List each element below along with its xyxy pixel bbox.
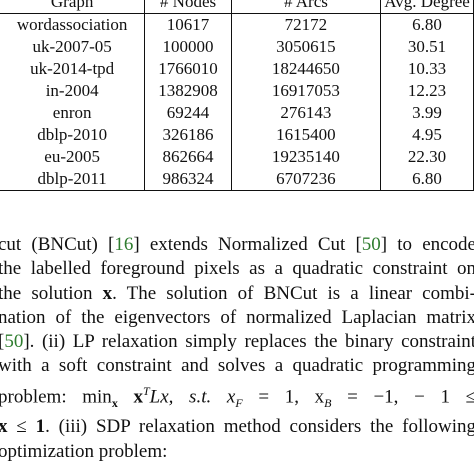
cell-avg-degree: 30.51 xyxy=(380,36,474,58)
table-row: wordassociation 10617 72172 6.80 xyxy=(0,13,474,36)
cell-nodes: 862664 xyxy=(144,146,232,168)
cell-nodes: 326186 xyxy=(144,124,232,146)
text-fragment: cut (BNCut) [ xyxy=(0,234,115,255)
math-symbol: x xyxy=(117,386,143,408)
cell-avg-degree: 4.95 xyxy=(380,124,474,146)
text-fragment: [ xyxy=(0,331,4,352)
cell-graph: uk-2007-05 xyxy=(32,37,112,56)
math-symbol: x xyxy=(102,282,113,304)
cell-arcs: 72172 xyxy=(230,13,381,36)
paragraph-line-1: cut (BNCut) [16] extends Normalized Cut … xyxy=(0,233,474,257)
table-row: in-2004 1382908 16917053 12.23 xyxy=(0,80,474,102)
paragraph-line-2: the labelled foreground pixels as a quad… xyxy=(0,258,474,280)
cell-graph: dblp-2011 xyxy=(0,168,145,191)
math-expression: ≤ xyxy=(7,416,36,438)
cell-arcs: 19235140 xyxy=(230,146,381,168)
cell-arcs: 18244650 xyxy=(230,58,381,80)
cell-graph: enron xyxy=(52,103,92,122)
cell-avg-degree: 6.80 xyxy=(380,168,474,191)
cell-graph: uk-2014-tpd xyxy=(30,59,115,78)
math-subscript: B xyxy=(324,395,332,410)
cell-avg-degree: 6.80 xyxy=(380,13,474,36)
cell-graph: eu-2005 xyxy=(44,147,100,166)
math-subscript: x xyxy=(111,395,118,410)
cell-nodes: 1766010 xyxy=(144,58,232,80)
paragraph-line-7: problem: minx xTLx, s.t. xF = 1, xB = −1… xyxy=(0,379,474,415)
cell-graph: in-2004 xyxy=(45,81,99,100)
table-row: eu-2005 862664 19235140 22.30 xyxy=(0,146,474,168)
citation-link[interactable]: 50 xyxy=(361,234,381,255)
math-subscript: F xyxy=(235,395,243,410)
cell-arcs: 6707236 xyxy=(230,168,381,191)
citation-link[interactable]: 16 xyxy=(114,234,134,255)
math-symbol: x xyxy=(0,416,8,438)
cell-arcs: 276143 xyxy=(230,102,381,124)
table-row: enron 69244 276143 3.99 xyxy=(0,102,474,124)
paragraph-line-6: with a soft constraint and solves a quad… xyxy=(0,355,474,377)
text-fragment: . The solution of BNCut is a linear comb… xyxy=(112,282,474,304)
text-fragment: ] to encode xyxy=(380,234,474,255)
table-row: dblp-2010 326186 1615400 4.95 xyxy=(0,124,474,146)
header-graph: Graph xyxy=(0,0,145,14)
header-nodes: # Nodes xyxy=(144,0,232,14)
paragraph-line-5: [50]. (ii) LP relaxation simply replaces… xyxy=(0,330,474,354)
text-fragment: . (iii) SDP relaxation method considers … xyxy=(45,416,474,438)
header-avg-degree: Avg. Degree xyxy=(380,0,474,14)
graph-statistics-table-container: Graph # Nodes # Arcs Avg. Degree wordass… xyxy=(0,0,474,191)
text-fragment: ]. (ii) LP relaxation simply replaces th… xyxy=(23,331,474,353)
cell-nodes: 1382908 xyxy=(144,80,232,102)
text-fragment: the solution xyxy=(0,282,103,304)
paragraph-line-9: optimization problem: xyxy=(0,440,168,462)
cell-arcs: 16917053 xyxy=(230,80,381,102)
table-row: uk-2014-tpd 1766010 18244650 10.33 xyxy=(0,58,474,80)
cell-arcs: 3050615 xyxy=(230,36,381,58)
math-expression: = 1, x xyxy=(242,386,325,408)
cell-nodes: 10617 xyxy=(144,13,232,36)
cell-avg-degree: 10.33 xyxy=(380,58,474,80)
table-header-row: Graph # Nodes # Arcs Avg. Degree xyxy=(0,0,474,14)
math-expression: Lx, s.t. x xyxy=(149,386,236,408)
cell-avg-degree: 12.23 xyxy=(380,80,474,102)
cell-arcs: 1615400 xyxy=(230,124,381,146)
table-row: dblp-2011 986324 6707236 6.80 xyxy=(0,168,474,191)
cell-avg-degree: 22.30 xyxy=(380,146,474,168)
header-arcs: # Arcs xyxy=(230,0,381,14)
paragraph-line-8: x ≤ 1. (iii) SDP relaxation method consi… xyxy=(0,415,474,439)
text-fragment: problem: min xyxy=(0,386,112,408)
cell-avg-degree: 3.99 xyxy=(380,102,474,124)
cell-graph: dblp-2010 xyxy=(37,125,108,144)
math-expression: = −1, − 1 ≤ xyxy=(331,386,474,408)
text-fragment: ] extends Normalized Cut [ xyxy=(133,234,362,255)
math-symbol: 1 xyxy=(35,416,46,438)
cell-nodes: 100000 xyxy=(144,36,232,58)
table-body: wordassociation 10617 72172 6.80 uk-2007-05 1… xyxy=(0,13,474,191)
cell-graph: wordassociation xyxy=(16,15,128,34)
paragraph-line-3: the solution x. The solution of BNCut is… xyxy=(0,282,474,306)
cell-nodes: 986324 xyxy=(144,168,232,191)
body-paragraph: cut (BNCut) [16] extends Normalized Cut … xyxy=(0,233,474,464)
math-superscript: T xyxy=(142,383,150,398)
graph-statistics-table: Graph # Nodes # Arcs Avg. Degree wordass… xyxy=(0,0,474,191)
paragraph-line-4: nation of the eigenvectors of normalized… xyxy=(0,306,474,328)
cell-nodes: 69244 xyxy=(144,102,232,124)
citation-link[interactable]: 50 xyxy=(4,331,24,353)
table-row: uk-2007-05 100000 3050615 30.51 xyxy=(0,36,474,58)
